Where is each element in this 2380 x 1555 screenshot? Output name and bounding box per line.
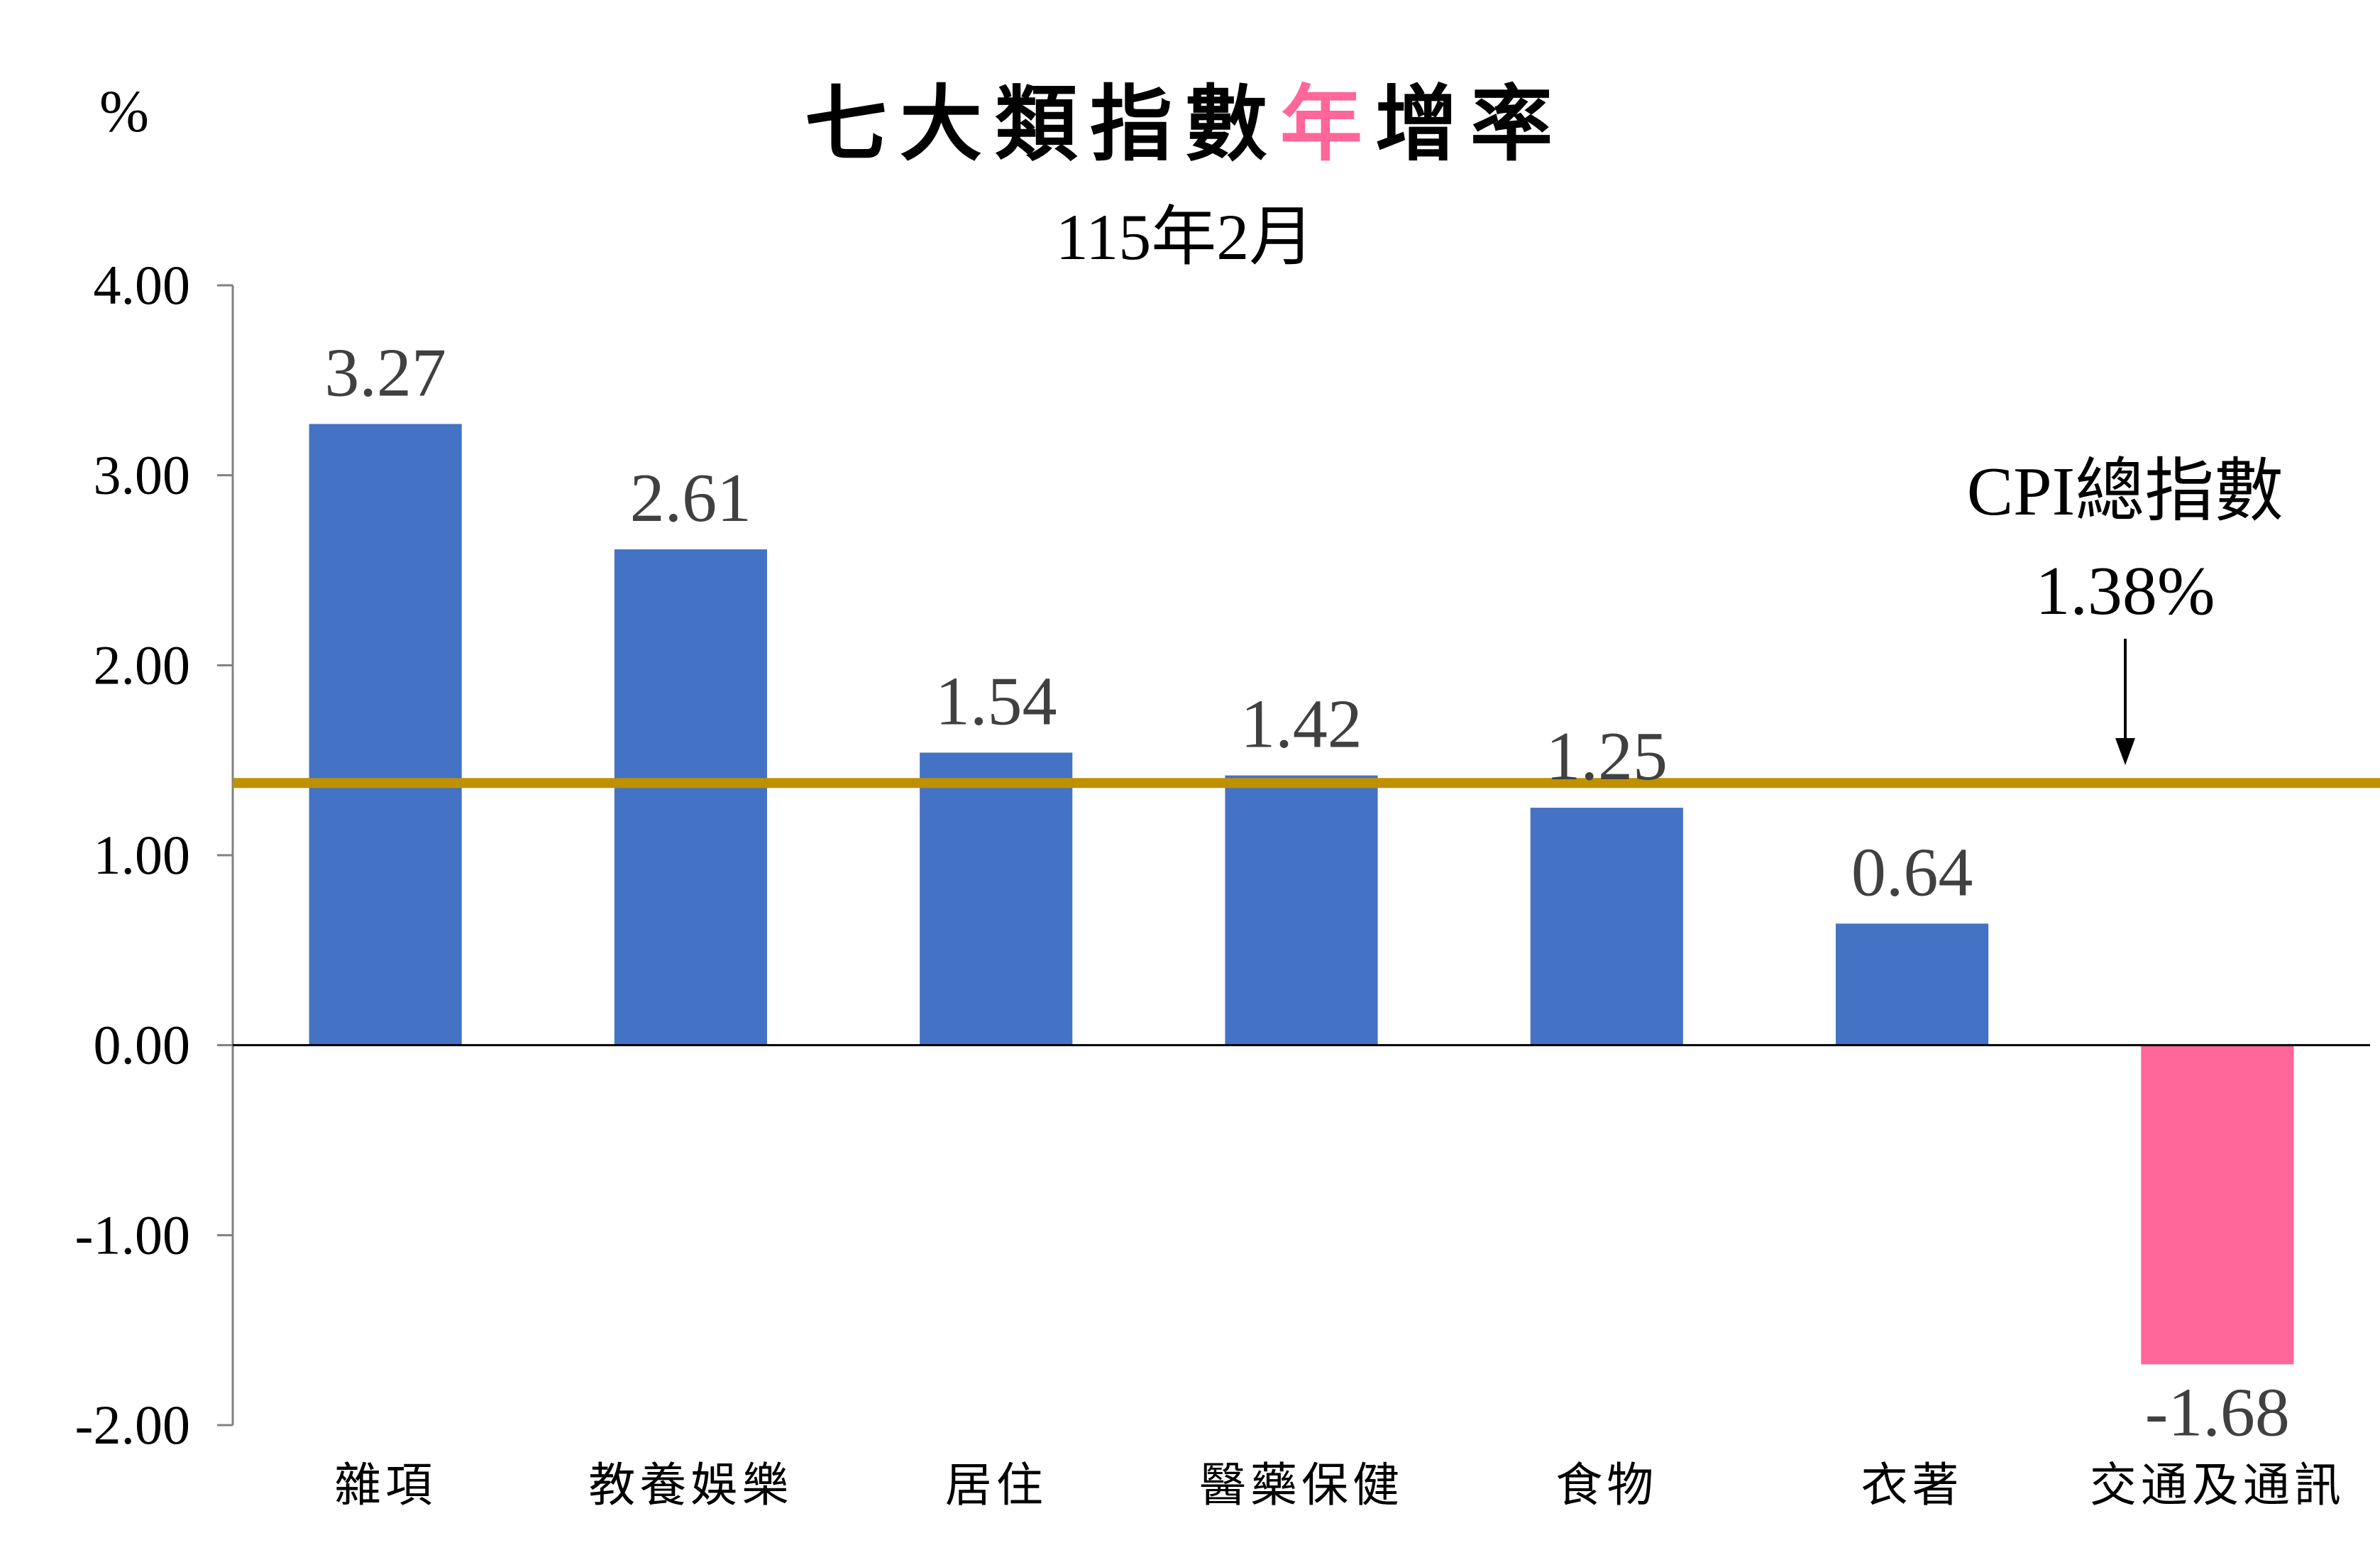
data-label: -1.68 [2145,1374,2290,1451]
bar [1530,808,1683,1045]
category-label: 衣著 [1861,1458,1963,1512]
cpi-reference: CPI總指數 1.38% [233,454,2380,789]
y-tick-label: 3.00 [94,444,191,506]
chart-title-part-3: 增率 [1375,76,1565,172]
category-label: 食物 [1555,1458,1658,1512]
category-labels: 雜項 教養娛樂 居住 醫藥保健 食物 衣著 交通及通訊 [334,1458,2345,1512]
category-label: 居住 [945,1458,1047,1512]
y-axis-ticks: 4.00 3.00 2.00 1.00 0.00 -1.00 -2.00 [75,254,233,1456]
bar [614,549,767,1045]
category-label: 交通及通訊 [2090,1458,2345,1512]
bar [2141,1045,2294,1365]
bar [920,752,1073,1045]
data-label: 1.25 [1546,718,1668,795]
chart-subtitle: 115年2月 [1056,201,1315,273]
cpi-arrow-head [2115,738,2135,765]
data-label: 2.61 [630,460,752,537]
y-tick-label: 2.00 [94,634,191,696]
data-label: 0.64 [1851,834,1973,911]
category-label: 教養娛樂 [588,1458,793,1512]
y-tick-label: -1.00 [75,1204,190,1265]
chart-title: 七大類指數年增率 [805,76,1565,172]
category-label: 醫藥保健 [1199,1458,1404,1512]
data-label: 1.54 [935,663,1057,740]
y-axis-unit: % [99,79,149,145]
chart-title-part-1: 七大類指數 [805,76,1280,172]
y-tick-label: 4.00 [94,254,191,316]
category-label: 雜項 [334,1458,436,1512]
bar [1225,775,1378,1045]
cpi-annotation-value: 1.38% [2035,553,2215,630]
bar [309,424,462,1045]
y-tick-label: 0.00 [94,1014,191,1076]
cpi-annotation-title: CPI總指數 [1967,454,2284,530]
data-label: 1.42 [1240,686,1362,763]
data-labels: 3.27 2.61 1.54 1.42 1.25 0.64 -1.68 [324,334,2290,1451]
data-label: 3.27 [324,334,446,411]
bars [309,424,2294,1365]
bar [1836,923,1989,1045]
y-tick-label: 1.00 [94,824,191,886]
chart-title-highlight: 年 [1280,76,1375,172]
y-tick-label: -2.00 [75,1394,190,1456]
